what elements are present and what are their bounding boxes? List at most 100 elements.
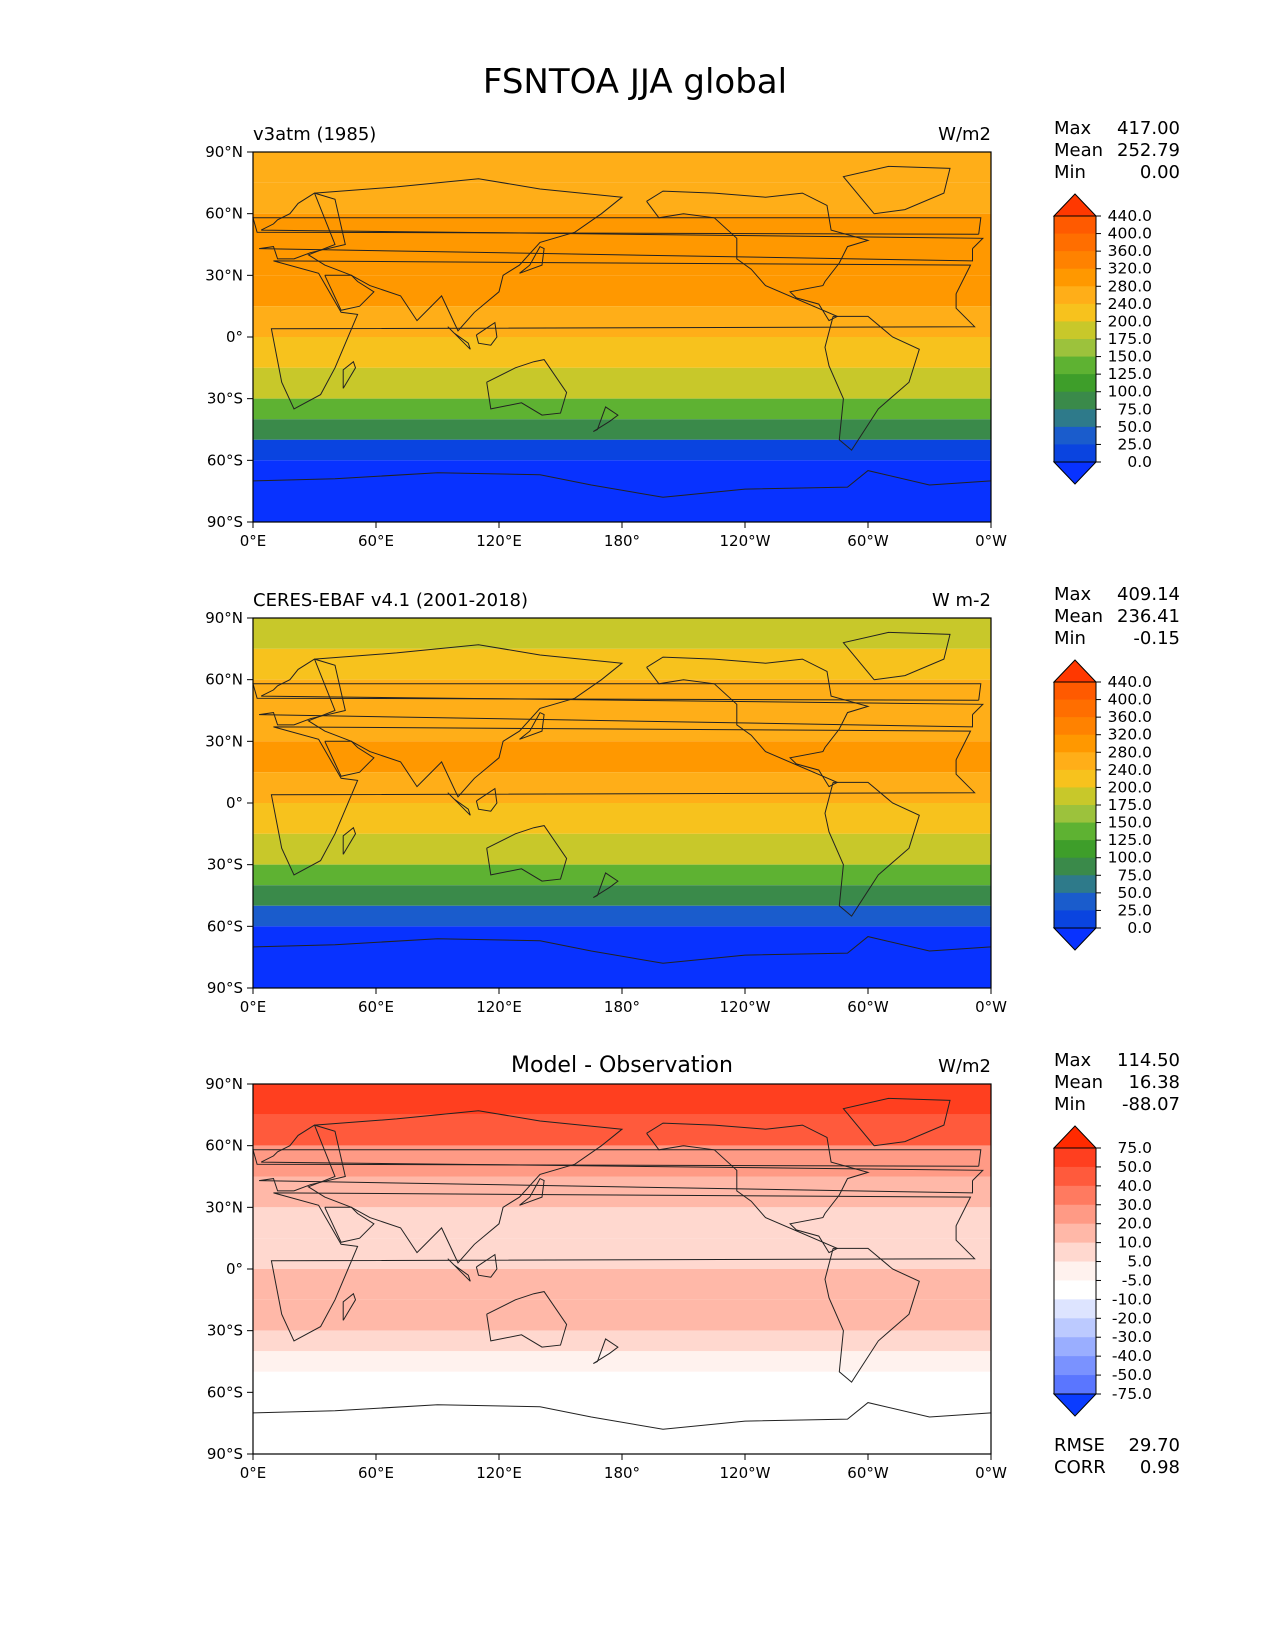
coastline-segment-12: [342, 826, 357, 855]
coastline-segment-4: [486, 359, 568, 416]
colorbar-swatch: [1054, 840, 1096, 859]
lat-tick-label: 60°N: [205, 1137, 243, 1155]
colorbar-swatch: [1054, 682, 1096, 701]
lat-band-1: [253, 182, 991, 214]
stat-min-value: -0.15: [1133, 628, 1180, 649]
lat-tick-label: 30°S: [207, 390, 243, 408]
coastline-segment-0: [270, 726, 976, 876]
coastline-segment-8: [252, 470, 992, 498]
stat-max-value: 417.00: [1117, 118, 1180, 139]
colorbar-swatch: [1054, 1261, 1096, 1281]
lon-tick-label: 120°W: [720, 1464, 771, 1482]
colorbar-swatch: [1054, 268, 1096, 287]
coastline-segment-10: [519, 1177, 545, 1206]
colorbar-tick-label: 440.0: [1108, 673, 1152, 691]
stats-obs: Max 409.14 Mean 236.41 Min -0.15: [1054, 584, 1180, 649]
colorbar-tick-label: 200.0: [1108, 312, 1152, 330]
coastline-segment-4: [486, 825, 568, 882]
colorbar-swatch: [1054, 805, 1096, 824]
colorbar-tick-label: 30.0: [1117, 1196, 1152, 1214]
lon-ticks-diff: 0°E 60°E 120°E 180° 120°W 60°W 0°W: [240, 1454, 1007, 1482]
lat-band-1: [253, 648, 991, 680]
lat-ticks-obs: 90°N 60°N 30°N 0° 30°S 60°S 90°S: [205, 609, 253, 997]
colorbar-swatch: [1054, 339, 1096, 358]
stats-model: Max 417.00 Mean 252.79 Min 0.00: [1054, 118, 1180, 183]
lon-tick-label: 120°W: [720, 998, 771, 1016]
colorbar-swatch: [1054, 787, 1096, 806]
colorbar-tick-label: 25.0: [1117, 901, 1152, 919]
colorbar-swatch: [1054, 1166, 1096, 1187]
lon-tick-label: 0°E: [240, 532, 267, 550]
colorbar-swatch: [1054, 1242, 1096, 1263]
coastline-segment-1: [259, 192, 984, 262]
colorbar-swatch: [1054, 1148, 1096, 1168]
lat-tick-label: 30°N: [205, 1198, 243, 1216]
colorbar-extend-max: [1052, 1125, 1098, 1149]
lon-tick-label: 60°E: [358, 998, 394, 1016]
coastline-segment-8: [252, 1402, 992, 1430]
colorbar-swatch: [1054, 286, 1096, 305]
lat-tick-label: 60°S: [207, 1383, 243, 1401]
stat-max-label: Max: [1054, 1050, 1092, 1071]
lat-tick-label: 90°N: [205, 143, 243, 161]
coastline-segment-1: [259, 1124, 984, 1194]
coastline-segment-2: [307, 644, 624, 798]
panel-units-diff: W/m2: [938, 1056, 991, 1077]
lat-tick-label: 0°: [226, 1260, 243, 1278]
colorbar-tick-label: 280.0: [1108, 277, 1152, 295]
colorbar-swatch: [1054, 875, 1096, 894]
lat-tick-label: 60°S: [207, 917, 243, 935]
coastline-segment-6: [842, 631, 951, 681]
lat-band-4: [253, 275, 991, 307]
lat-band-11: [253, 460, 991, 522]
coastline-segment-2: [307, 178, 624, 332]
colorbar-tick-label: 150.0: [1108, 814, 1152, 832]
lat-ticks-diff: 90°N 60°N 30°N 0° 30°S 60°S 90°S: [205, 1075, 253, 1463]
coastline-segment-13: [475, 1253, 498, 1278]
lat-band-8: [253, 1330, 991, 1352]
map-field-model: [253, 152, 991, 522]
lat-tick-label: 30°N: [205, 266, 243, 284]
lat-tick-label: 30°N: [205, 732, 243, 750]
colorbar-tick-label: 50.0: [1117, 418, 1152, 436]
lat-band-3: [253, 710, 991, 742]
colorbar-tick-label: 320.0: [1108, 260, 1152, 278]
stat-min-label: Min: [1054, 628, 1086, 649]
colorbar-tick-label: 25.0: [1117, 435, 1152, 453]
colorbar-tick-label: 100.0: [1108, 849, 1152, 867]
colorbar-tick-label: 50.0: [1117, 1158, 1152, 1176]
colorbar-swatch: [1054, 1280, 1096, 1300]
lon-tick-label: 0°E: [240, 998, 267, 1016]
figure-title: FSNTOA JJA global: [483, 62, 787, 102]
colorbar-tick-label: -5.0: [1122, 1271, 1152, 1289]
colorbar-swatch: [1054, 717, 1096, 736]
colorbar-swatch: [1054, 303, 1096, 322]
lon-tick-label: 0°E: [240, 1464, 267, 1482]
colorbar-swatch: [1054, 1185, 1096, 1206]
colorbar-swatch: [1054, 1223, 1096, 1244]
colorbar-swatch: [1054, 892, 1096, 911]
panel-units-obs: W m-2: [932, 590, 991, 611]
colorbar-swatch: [1054, 356, 1096, 375]
lon-tick-label: 0°W: [975, 1464, 1007, 1482]
colorbar-tick-label: 280.0: [1108, 743, 1152, 761]
coastline-segment-12: [342, 1292, 357, 1321]
lat-band-3: [253, 1176, 991, 1208]
coastline-segment-8: [252, 936, 992, 964]
lat-band-10: [253, 439, 991, 461]
colorbar-tick-label: 360.0: [1108, 708, 1152, 726]
stat-mean-value: 16.38: [1128, 1072, 1180, 1093]
colorbar-tick-label: 125.0: [1108, 831, 1152, 849]
colorbar-tick-label: -40.0: [1112, 1347, 1152, 1365]
colorbar-tick-label: -10.0: [1112, 1290, 1152, 1308]
lon-tick-label: 180°: [604, 998, 640, 1016]
lon-tick-label: 120°E: [476, 532, 522, 550]
colorbar-obs: 440.0400.0360.0320.0280.0240.0200.0175.0…: [1052, 659, 1152, 951]
lat-tick-label: 0°: [226, 328, 243, 346]
coastline-segment-12: [342, 360, 357, 389]
lon-tick-label: 120°E: [476, 1464, 522, 1482]
colorbar-swatch: [1054, 1299, 1096, 1319]
colorbar-swatch: [1054, 374, 1096, 393]
map-field-diff: [253, 1084, 991, 1454]
stat-min-value: 0.00: [1140, 162, 1180, 183]
